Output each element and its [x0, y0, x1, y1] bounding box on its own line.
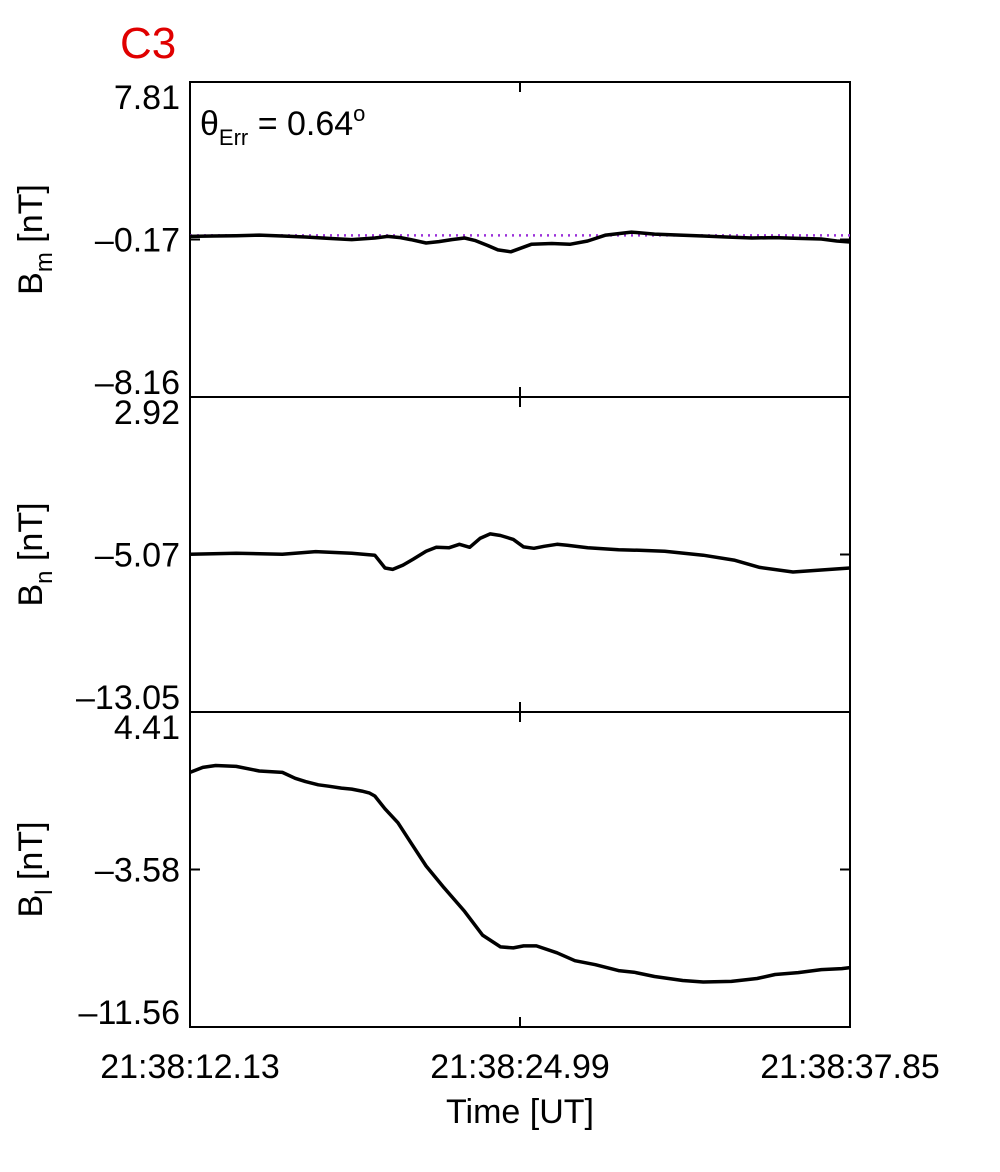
y-axis-label-unit: [nT]	[12, 502, 50, 570]
y-tick-label: 4.41	[114, 709, 180, 747]
y-tick-label: –3.58	[95, 852, 180, 890]
annotation-value: = 0.64	[248, 105, 353, 143]
y-axis-label: Bn [nT]	[12, 502, 58, 606]
y-tick-label: 7.81	[114, 79, 180, 117]
y-tick-label: –5.07	[95, 537, 180, 575]
panel-2: 4.41 –3.58 –11.56 Bl [nT]	[12, 709, 851, 1032]
y-axis-label-unit: [nT]	[12, 184, 50, 252]
figure-title: C3	[120, 19, 176, 68]
annotation-symbol: θ	[200, 105, 219, 143]
y-axis-label: Bl [nT]	[12, 821, 58, 917]
y-axis-label-subscript: n	[31, 570, 58, 583]
series-line	[189, 532, 851, 574]
annotation-superscript: o	[353, 101, 365, 126]
panel-0: 7.81 –0.17 –8.16 Bm [nT]	[12, 79, 851, 402]
y-axis-label-subscript: m	[31, 252, 58, 272]
x-axis-label: Time [UT]	[446, 1093, 594, 1131]
y-tick-label: –11.56	[79, 994, 180, 1032]
annotation-subscript: Err	[219, 125, 248, 150]
y-axis-label-main: B	[12, 584, 50, 607]
y-axis-label-subscript: l	[31, 890, 58, 895]
y-tick-label: –0.17	[95, 222, 180, 260]
y-axis-label-main: B	[12, 895, 50, 918]
x-tick-label: 21:38:24.99	[430, 1048, 610, 1086]
y-tick-label: 2.92	[114, 394, 180, 432]
y-tick-label: –8.16	[95, 364, 180, 402]
theta-error-annotation: θErr = 0.64o	[200, 101, 365, 150]
y-axis-label: Bm [nT]	[12, 184, 58, 295]
x-tick-label: 21:38:12.13	[100, 1048, 280, 1086]
panels: 7.81 –0.17 –8.16 Bm [nT] 2.92 –5.07 –13.05 Bn […	[12, 79, 851, 1032]
panel-1: 2.92 –5.07 –13.05 Bn [nT]	[12, 394, 851, 717]
y-axis-label-unit: [nT]	[12, 821, 50, 889]
y-axis-label-main: B	[12, 272, 50, 295]
series-line	[189, 230, 851, 254]
x-tick-label: 21:38:37.85	[760, 1048, 940, 1086]
series-line	[189, 763, 851, 984]
y-tick-label: –13.05	[76, 679, 180, 717]
